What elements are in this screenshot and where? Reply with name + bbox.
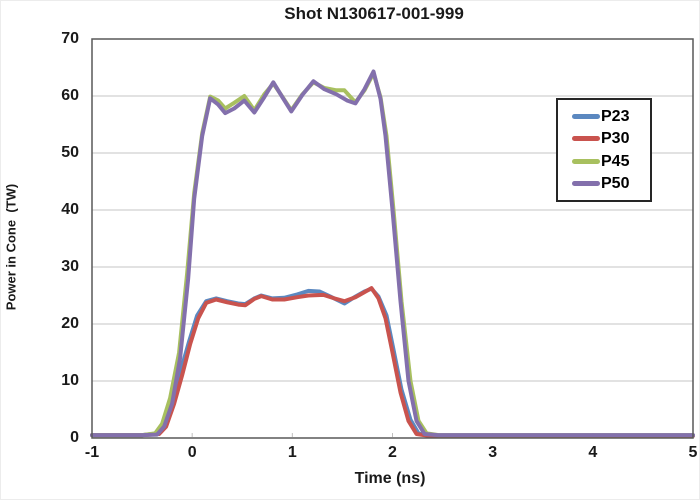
legend-item-P23: P23 <box>572 108 650 125</box>
y-tick-label-40: 40 <box>61 201 79 218</box>
y-tick-label-30: 30 <box>61 258 79 275</box>
series-line-P50 <box>90 69 695 438</box>
x-tick-label-0: 0 <box>187 444 197 461</box>
y-tick-label-60: 60 <box>61 87 79 104</box>
x-tick-label-4: 4 <box>588 444 598 461</box>
legend-item-P50: P50 <box>572 175 650 192</box>
legend-label-P30: P30 <box>601 130 630 148</box>
legend-swatch-P30 <box>572 136 600 142</box>
x-axis-title: Time (ns) <box>354 470 426 487</box>
series-line-P30 <box>90 286 695 438</box>
chart-title: Shot N130617-001-999 <box>284 4 464 23</box>
x-tick-label-3: 3 <box>488 444 498 461</box>
y-tick-label-20: 20 <box>61 315 79 332</box>
y-tick-label-70: 70 <box>61 30 79 47</box>
legend-swatch-P23 <box>572 113 600 119</box>
legend-label-P50: P50 <box>601 175 630 193</box>
legend-swatch-P45 <box>572 158 600 164</box>
legend-label-P23: P23 <box>601 107 630 125</box>
x-tick-label-5: 5 <box>688 444 698 461</box>
x-tick-label--1: -1 <box>84 444 100 461</box>
x-tick-label-1: 1 <box>287 444 297 461</box>
plot-frame <box>91 38 694 439</box>
legend: P23 P30 P45 P50 <box>556 98 652 202</box>
x-tick-label-2: 2 <box>388 444 397 461</box>
y-tick-label-0: 0 <box>70 429 79 446</box>
legend-swatch-P50 <box>572 181 600 187</box>
legend-item-P45: P45 <box>572 153 650 170</box>
legend-item-P30: P30 <box>572 130 650 147</box>
y-tick-label-10: 10 <box>61 372 79 389</box>
legend-label-P45: P45 <box>601 152 630 170</box>
y-tick-label-50: 50 <box>61 144 79 161</box>
